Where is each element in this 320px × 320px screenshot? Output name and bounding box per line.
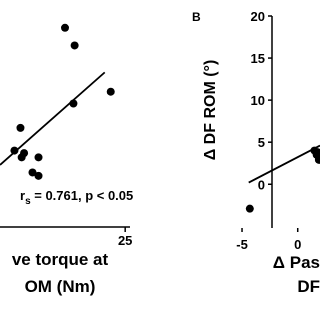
- point: [34, 153, 43, 162]
- point: [17, 153, 26, 162]
- y-tick-label: 10: [251, 93, 265, 108]
- y-tick-label: 20: [251, 9, 265, 24]
- point: [313, 148, 320, 157]
- annotation-text: = 0.761, p < 0.05: [31, 188, 134, 203]
- point: [69, 99, 78, 108]
- panel-label: B: [192, 10, 201, 24]
- point: [70, 41, 79, 50]
- fit-line: [248, 144, 320, 184]
- point: [245, 204, 254, 213]
- annotation-subscript: s: [25, 196, 31, 207]
- x-tick-label: -5: [236, 237, 248, 252]
- point: [106, 87, 115, 96]
- point: [28, 168, 37, 177]
- point: [34, 171, 43, 180]
- point: [314, 155, 320, 164]
- point: [10, 146, 19, 155]
- x-axis-label: DF: [297, 277, 320, 296]
- x-tick-label: 25: [118, 233, 132, 248]
- annotation: rs = 0.761, p < 0.05: [20, 188, 133, 207]
- y-tick-label: 5: [258, 135, 265, 150]
- annotation-symbol: r: [20, 188, 25, 203]
- x-axis-label: ve torque at: [12, 250, 109, 269]
- y-axis-label: Δ DF ROM (°): [202, 60, 219, 161]
- x-axis-label: Δ Pas: [273, 253, 320, 272]
- point: [61, 23, 69, 32]
- x-tick-label: 0: [294, 237, 301, 252]
- y-tick-label: 0: [258, 177, 265, 192]
- point: [16, 123, 25, 132]
- y-tick-label: 15: [251, 51, 265, 66]
- x-axis-label: OM (Nm): [25, 277, 96, 296]
